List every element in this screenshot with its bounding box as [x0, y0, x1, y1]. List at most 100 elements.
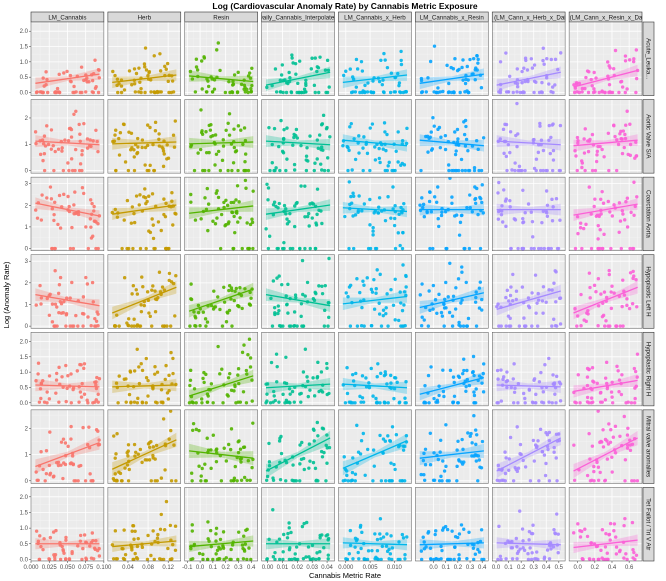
- data-point: [114, 128, 118, 132]
- data-point: [451, 168, 456, 173]
- data-point: [521, 391, 526, 396]
- data-point: [625, 196, 630, 200]
- data-point: [135, 323, 140, 327]
- data-point: [403, 396, 407, 400]
- data-point: [41, 547, 45, 552]
- data-point: [160, 285, 165, 289]
- data-point: [138, 246, 143, 251]
- data-point: [91, 401, 95, 405]
- data-point: [541, 148, 546, 153]
- data-point: [305, 375, 309, 379]
- data-point: [165, 324, 169, 328]
- data-point: [159, 476, 164, 480]
- data-point: [460, 437, 464, 442]
- data-point: [379, 557, 383, 561]
- data-point: [67, 557, 72, 561]
- data-point: [344, 469, 349, 473]
- data-point: [161, 164, 166, 169]
- data-point: [326, 168, 331, 173]
- data-point: [558, 399, 563, 403]
- data-point: [542, 453, 547, 457]
- data-point: [540, 449, 545, 454]
- data-point: [383, 218, 388, 223]
- data-point: [460, 213, 464, 218]
- data-point: [56, 222, 60, 227]
- data-point: [469, 431, 473, 436]
- data-point: [126, 479, 131, 483]
- column-strip-label: LM_Cannabis_x_Resin: [420, 14, 485, 21]
- data-point: [58, 557, 63, 561]
- data-point: [250, 220, 255, 225]
- data-point: [367, 385, 372, 390]
- data-point: [113, 133, 117, 137]
- data-point: [163, 377, 167, 382]
- panel-background: [261, 487, 335, 561]
- data-point: [206, 537, 210, 541]
- data-point: [441, 459, 445, 463]
- data-point: [74, 109, 78, 114]
- data-point: [221, 530, 226, 534]
- data-point: [146, 123, 150, 127]
- data-point: [210, 90, 215, 94]
- facet-panel: [107, 99, 181, 174]
- data-point: [499, 368, 503, 372]
- data-point: [477, 306, 482, 310]
- data-point: [279, 73, 284, 77]
- data-point: [133, 529, 137, 533]
- data-point: [300, 524, 305, 529]
- data-point: [288, 76, 292, 80]
- panel-border: [30, 254, 105, 329]
- regression-line: [35, 140, 100, 146]
- data-point: [211, 433, 216, 437]
- data-point: [138, 447, 143, 452]
- data-point: [113, 207, 118, 212]
- row-strip-label: Hypoplastic Right H: [645, 342, 652, 396]
- data-point: [513, 168, 517, 173]
- data-point: [47, 463, 52, 468]
- data-point: [617, 390, 621, 394]
- data-point: [550, 85, 555, 89]
- data-point: [464, 137, 469, 142]
- data-point: [393, 216, 397, 221]
- data-point: [596, 237, 600, 241]
- data-point: [370, 548, 374, 553]
- data-point: [619, 80, 623, 84]
- data-point: [501, 478, 506, 482]
- panel-border: [261, 21, 335, 96]
- data-point: [122, 122, 126, 127]
- data-point: [581, 557, 585, 561]
- facet-panel: [261, 99, 335, 174]
- data-point: [378, 160, 382, 165]
- data-point: [517, 164, 522, 169]
- y-tick-label: 0: [25, 169, 29, 175]
- data-point: [144, 201, 148, 206]
- data-point: [479, 168, 484, 173]
- y-tick-label: 1.5: [20, 510, 29, 516]
- data-point: [537, 380, 542, 384]
- data-point: [326, 156, 330, 160]
- data-point: [321, 113, 326, 118]
- data-point: [530, 291, 534, 295]
- regression-line: [573, 69, 638, 88]
- data-point: [400, 246, 405, 251]
- data-point: [302, 87, 307, 91]
- facet-panel: [569, 332, 642, 406]
- data-point: [133, 551, 137, 556]
- x-tick-label: 0.03: [306, 565, 318, 571]
- data-point: [579, 323, 583, 328]
- data-point: [122, 88, 127, 92]
- data-point: [544, 300, 548, 304]
- data-point: [522, 548, 527, 553]
- data-point: [618, 219, 623, 223]
- data-point: [389, 373, 393, 378]
- data-point: [541, 390, 546, 394]
- data-point: [60, 146, 64, 150]
- x-tick-label: 0.2: [591, 565, 600, 571]
- data-point: [208, 528, 213, 533]
- data-point: [78, 162, 83, 166]
- data-point: [582, 318, 586, 322]
- data-point: [279, 451, 284, 456]
- data-point: [317, 90, 321, 95]
- data-point: [188, 368, 193, 373]
- data-point: [63, 462, 68, 467]
